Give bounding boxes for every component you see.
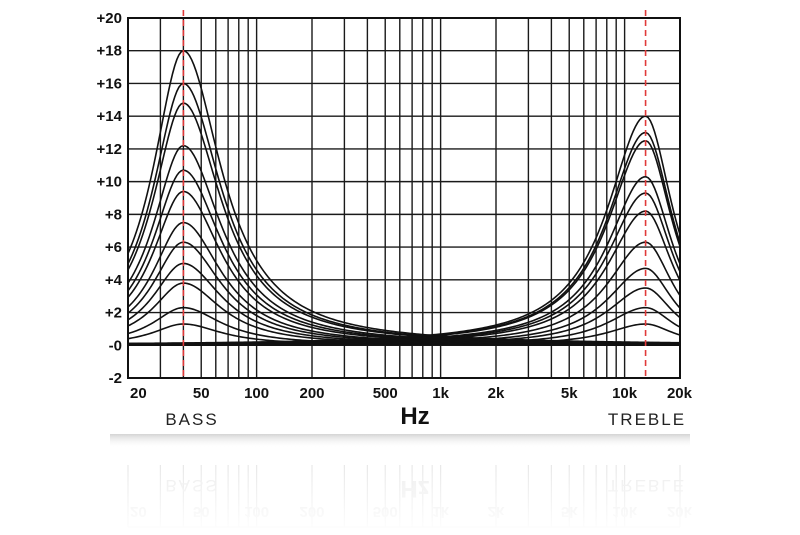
x-axis-title: Hz xyxy=(400,403,429,430)
y-tick-label: +18 xyxy=(97,43,122,60)
floor-shadow xyxy=(110,434,690,448)
y-tick-label: +10 xyxy=(97,174,122,191)
x-tick-label: 20k xyxy=(667,385,693,402)
plot-frame xyxy=(127,17,681,379)
x-tick-label: 200 xyxy=(299,385,324,402)
y-tick-label: +14 xyxy=(97,108,123,125)
y-tick-label: +12 xyxy=(97,141,122,158)
treble-curve xyxy=(127,115,681,345)
eq-curves xyxy=(127,49,681,346)
bass-curve xyxy=(127,102,681,344)
y-tick-label: +4 xyxy=(105,272,123,289)
bass-curve xyxy=(127,49,681,344)
x-tick-label: 50 xyxy=(193,385,210,402)
y-tick-label: -0 xyxy=(109,337,122,354)
y-axis-ticks: +20 +18 +16 +14 +12 +10 +8 +6 +4 +2 -0 -2 xyxy=(97,10,123,387)
y-tick-label: +20 xyxy=(97,10,122,27)
x-tick-label: 5k xyxy=(561,385,578,402)
y-tick-label: +2 xyxy=(105,305,122,322)
y-tick-label: +8 xyxy=(105,206,122,223)
x-tick-label: 500 xyxy=(373,385,398,402)
x-tick-label: 100 xyxy=(244,385,269,402)
x-tick-label: 20 xyxy=(130,385,147,402)
x-tick-label: 1k xyxy=(432,385,449,402)
y-tick-label: +6 xyxy=(105,239,122,256)
treble-curve xyxy=(127,175,681,345)
y-tick-label: +16 xyxy=(97,75,122,92)
x-tick-label: 2k xyxy=(488,385,505,402)
reflection-fade xyxy=(100,440,720,535)
bass-label: BASS xyxy=(165,410,218,429)
y-tick-label: -2 xyxy=(109,370,122,387)
x-axis-ticks: 20 50 100 200 500 1k 2k 5k 10k 20k xyxy=(130,385,693,402)
x-tick-label: 10k xyxy=(612,385,638,402)
treble-label: TREBLE xyxy=(608,410,686,429)
band-markers xyxy=(182,10,647,378)
